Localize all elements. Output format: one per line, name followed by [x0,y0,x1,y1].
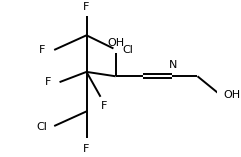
Text: F: F [39,45,46,55]
Text: N: N [168,60,177,70]
Text: F: F [83,144,90,154]
Text: OH: OH [223,90,241,100]
Text: F: F [83,2,90,12]
Text: F: F [100,101,107,111]
Text: OH: OH [107,38,124,49]
Text: Cl: Cl [37,122,48,132]
Text: F: F [45,77,51,87]
Text: Cl: Cl [122,45,133,55]
